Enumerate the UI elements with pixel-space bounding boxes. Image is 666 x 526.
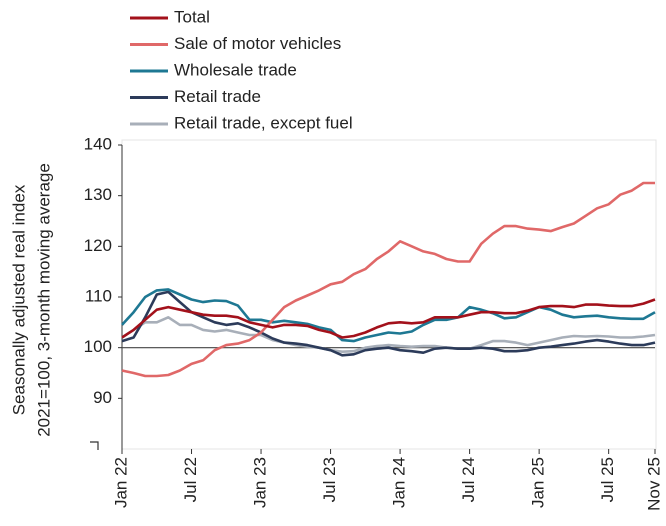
legend-label: Retail trade, except fuel: [174, 113, 353, 132]
y-axis-label: Seasonally adjusted real index: [9, 184, 28, 415]
x-tick-label: Jan 23: [251, 457, 270, 508]
x-tick-label: Jan 24: [390, 457, 409, 508]
x-tick-label: Jul 23: [320, 457, 339, 502]
y-axis-label: 2021=100, 3-month moving average: [34, 163, 53, 437]
y-tick-label: 90: [93, 388, 112, 407]
x-tick-label: Jan 25: [529, 457, 548, 508]
y-tick-label: 140: [84, 134, 112, 153]
series-line: [121, 290, 656, 357]
axis-break: [90, 441, 99, 450]
plot-frame: [121, 139, 657, 450]
legend-label: Wholesale trade: [174, 60, 297, 79]
series-line: [121, 298, 656, 339]
y-tick-label: 120: [84, 236, 112, 255]
series-line: [121, 316, 656, 353]
series-line: [121, 288, 656, 343]
legend-label: Sale of motor vehicles: [174, 34, 341, 53]
series-line: [121, 181, 655, 378]
y-tick-label: 110: [85, 286, 112, 305]
x-tick-label: Jul 22: [181, 457, 200, 502]
x-tick-label: Jul 25: [598, 457, 617, 502]
legend-label: Retail trade: [174, 87, 261, 106]
legend-label: Total: [174, 7, 210, 26]
x-tick-label: Jan 22: [111, 457, 130, 508]
x-tick-label: Nov 25: [644, 457, 663, 511]
y-tick-label: 130: [84, 185, 112, 204]
y-tick-label: 100: [84, 337, 112, 356]
x-tick-label: Jul 24: [459, 457, 478, 502]
